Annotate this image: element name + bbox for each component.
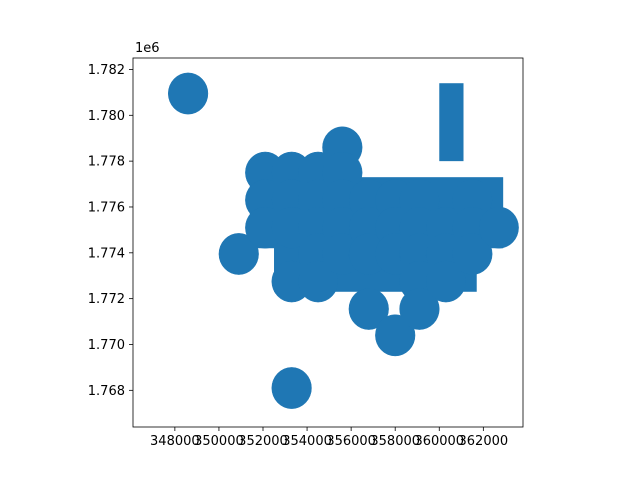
x-tick-label: 354000 — [282, 434, 332, 449]
axes-frame — [132, 57, 524, 428]
x-tick-label: 358000 — [370, 434, 420, 449]
y-tick-label: 1.772 — [88, 292, 125, 307]
y-axis: 1.768 1.770 1.772 1.774 1.776 1.778 1.780 1.782 — [88, 63, 133, 399]
y-tick-label: 1.782 — [88, 63, 125, 78]
polygon-block — [439, 83, 464, 162]
y-tick-label: 1.780 — [88, 109, 125, 124]
x-tick-label: 350000 — [194, 434, 244, 449]
plot-marks — [168, 72, 519, 409]
x-tick-label: 356000 — [326, 434, 376, 449]
x-tick-label: 348000 — [150, 434, 200, 449]
y-tick-label: 1.768 — [88, 384, 125, 399]
x-axis: 3480003500003520003540003560003580003600… — [150, 427, 508, 449]
buffer-point — [452, 233, 493, 275]
y-tick-label: 1.778 — [88, 155, 125, 170]
buffer-point — [375, 314, 416, 357]
x-tick-label: 352000 — [238, 434, 288, 449]
buffer-point — [478, 206, 519, 249]
buffer-point — [298, 260, 339, 303]
y-tick-label: 1.774 — [88, 246, 125, 261]
buffer-point — [425, 260, 466, 303]
buffer-point — [271, 367, 312, 409]
buffer-point — [348, 288, 389, 330]
x-tick-label: 360000 — [414, 434, 464, 449]
buffer-point — [168, 72, 209, 115]
buffer-point — [399, 288, 440, 330]
y-tick-label: 1.776 — [88, 200, 125, 215]
y-offset-label: 1e6 — [135, 41, 160, 56]
x-tick-label: 362000 — [459, 434, 509, 449]
buffer-point — [218, 233, 259, 275]
y-tick-label: 1.770 — [88, 338, 125, 353]
